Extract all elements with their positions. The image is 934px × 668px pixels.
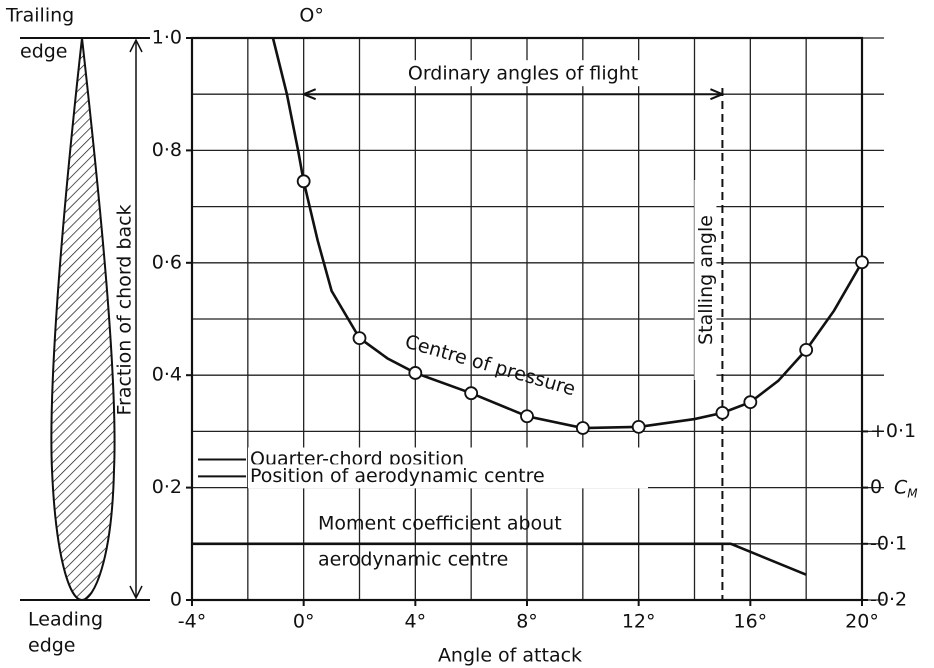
x-tick-label: -4°: [178, 611, 206, 633]
y2-tick-label: -0·1: [870, 532, 907, 554]
y-tick-label: 0·8: [152, 139, 182, 161]
y-tick-label: 1·0: [152, 27, 182, 49]
data-point: [352, 331, 367, 346]
x-axis-label: Angle of attack: [438, 645, 582, 667]
series-label: Moment coefficient about: [318, 513, 562, 535]
data-point: [520, 409, 534, 424]
label-bg: [363, 60, 664, 87]
x-tick-label: 4°: [405, 611, 427, 633]
airfoil-bottom-label: Leading: [28, 609, 103, 631]
reference-label: Position of aerodynamic centre: [250, 465, 545, 487]
y2-axis-label: CM: [894, 476, 918, 500]
series-line: [192, 542, 807, 576]
flight-range-label: Ordinary angles of flight: [408, 63, 638, 85]
data-point: [296, 174, 311, 189]
y2-label-symbol: C: [894, 476, 908, 498]
airfoil-top-label: Trailing: [5, 5, 74, 27]
data-point: [715, 405, 730, 420]
y2-tick-label: +0·1: [870, 420, 916, 442]
data-point: [575, 421, 590, 435]
stall-label: Stalling angle: [695, 215, 717, 345]
data-point: [631, 420, 646, 434]
x-tick-label: 8°: [516, 611, 538, 633]
y-tick-label: 0·6: [152, 251, 182, 273]
airfoil-top-label: edge: [20, 41, 68, 63]
data-point: [464, 386, 479, 401]
y2-tick-label: 0: [870, 476, 882, 498]
airfoil-bottom-label: edge: [28, 635, 76, 657]
series-label: aerodynamic centre: [318, 549, 508, 571]
x-tick-label: 12°: [622, 611, 656, 633]
x-tick-label: 0°: [293, 611, 315, 633]
data-point: [408, 366, 423, 380]
y2-tick-label: -0·2: [870, 589, 907, 611]
series-line: [271, 37, 864, 430]
data-point: [743, 395, 758, 410]
x-tick-label: 20°: [845, 611, 879, 633]
y-tick-label: 0: [170, 589, 182, 611]
data-point: [799, 343, 814, 357]
chord-arrow-heads: [129, 38, 143, 600]
top-label: O°: [299, 5, 323, 27]
y-tick-label: 0·2: [152, 476, 182, 498]
x-tick-label: 16°: [733, 611, 767, 633]
y2-label-subscript: M: [907, 486, 918, 500]
y-axis-label: Fraction of chord back: [114, 204, 136, 415]
label-bg: [694, 180, 717, 380]
y-tick-label: 0·4: [152, 364, 182, 386]
data-point: [855, 255, 869, 270]
label-bg: [248, 464, 648, 489]
